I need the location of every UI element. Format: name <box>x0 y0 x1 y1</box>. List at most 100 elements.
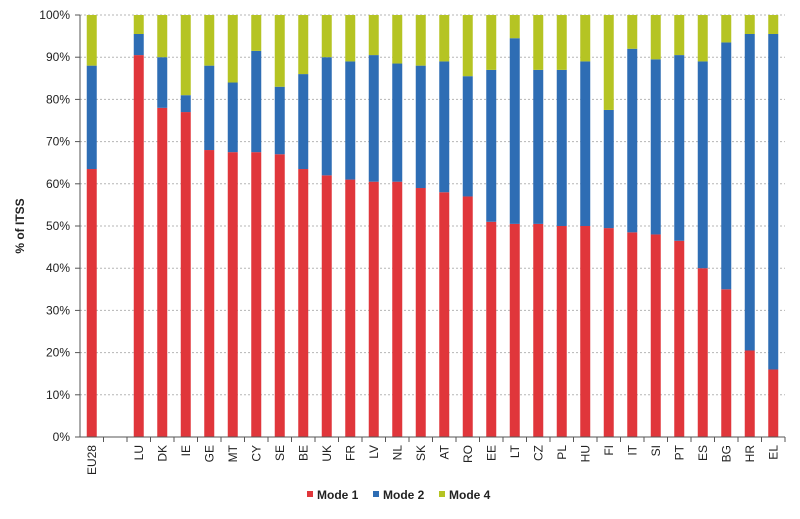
bar-mode-2-si <box>650 59 661 235</box>
x-tick-label: PL <box>555 445 569 460</box>
bar-mode-2-nl <box>392 63 403 182</box>
x-tick-label: HR <box>743 445 757 463</box>
x-tick-label: DK <box>155 445 169 462</box>
bar-mode-1-el <box>768 369 779 437</box>
bar-mode-2-sk <box>415 65 426 189</box>
bar-mode-1-es <box>697 268 708 437</box>
bar-mode-1-pl <box>556 226 567 437</box>
x-tick-label: MT <box>226 444 240 462</box>
x-tick-label: UK <box>320 445 334 462</box>
bar-mode-1-uk <box>321 175 332 438</box>
legend: Mode 1 Mode 2 Mode 4 <box>307 488 491 502</box>
bar-mode-1-lu <box>133 55 144 438</box>
bar-mode-1-sk <box>415 188 426 437</box>
bar-mode-4-uk <box>321 15 332 58</box>
x-tick-label: BE <box>296 445 310 461</box>
bar-mode-1-bg <box>721 289 732 437</box>
y-tick-label: 20% <box>46 346 70 360</box>
bar-mode-1-hu <box>580 226 591 437</box>
bar-mode-2-bg <box>721 42 732 290</box>
bar-mode-1-be <box>298 169 309 437</box>
bar-mode-2-uk <box>321 57 332 176</box>
bar-mode-1-fr <box>345 179 356 437</box>
bar-mode-1-lv <box>368 181 379 437</box>
bar-mode-2-at <box>439 61 450 193</box>
bar-mode-4-bg <box>721 15 732 43</box>
bar-mode-4-hu <box>580 15 591 62</box>
bar-mode-2-be <box>298 74 309 170</box>
y-tick-label: 40% <box>46 261 70 275</box>
bar-mode-4-be <box>298 15 309 75</box>
bar-mode-2-dk <box>157 57 168 108</box>
bar-mode-2-lv <box>368 55 379 182</box>
legend-swatch-mode-4 <box>439 491 445 497</box>
bar-mode-2-it <box>627 48 638 233</box>
legend-label-mode-2: Mode 2 <box>383 488 425 502</box>
bar-mode-4-ro <box>462 15 473 77</box>
bar-mode-2-lt <box>509 38 520 224</box>
bars <box>86 15 779 438</box>
bar-mode-1-hr <box>744 350 755 437</box>
bar-mode-4-mt <box>227 15 238 83</box>
x-tick-label: LV <box>367 445 381 459</box>
x-tick-label: LU <box>132 445 146 460</box>
bar-mode-1-cz <box>533 223 544 437</box>
x-tick-label: ES <box>696 445 710 461</box>
bar-mode-2-mt <box>227 82 238 153</box>
gridlines <box>80 14 785 396</box>
bar-mode-2-cy <box>251 50 262 153</box>
bar-mode-1-pt <box>674 240 685 437</box>
legend-swatch-mode-2 <box>373 491 379 497</box>
x-tick-label: BG <box>719 445 733 462</box>
y-tick-label: 50% <box>46 219 70 233</box>
bar-mode-1-it <box>627 232 638 437</box>
x-tick-label: FI <box>602 445 616 456</box>
y-tick-label: 100% <box>39 8 70 22</box>
bar-mode-4-lu <box>133 15 144 34</box>
x-tick-label: SK <box>414 445 428 461</box>
bar-mode-2-ee <box>486 69 497 222</box>
bar-mode-2-lu <box>133 33 144 56</box>
bar-mode-4-it <box>627 15 638 49</box>
bar-mode-2-eu28 <box>86 65 97 170</box>
bar-mode-1-ie <box>180 112 191 437</box>
bar-mode-2-fi <box>603 109 614 229</box>
x-tick-label: GE <box>202 445 216 462</box>
bar-mode-1-si <box>650 234 661 437</box>
x-tick-label: EU28 <box>85 445 99 475</box>
bar-mode-1-dk <box>157 107 168 437</box>
bar-mode-1-ge <box>204 150 215 438</box>
bar-mode-2-pt <box>674 55 685 241</box>
bar-mode-4-si <box>650 15 661 60</box>
bar-mode-4-lv <box>368 15 379 56</box>
x-tick-label: NL <box>390 445 404 461</box>
bar-mode-2-ie <box>180 95 191 113</box>
x-tick-label: EL <box>766 445 780 460</box>
bar-mode-2-cz <box>533 69 544 224</box>
x-tick-label: SI <box>649 445 663 456</box>
y-tick-label: 70% <box>46 135 70 149</box>
bar-mode-4-fi <box>603 15 614 110</box>
bar-mode-1-fi <box>603 228 614 437</box>
y-tick-label: 30% <box>46 303 70 317</box>
bar-mode-1-mt <box>227 152 238 437</box>
bar-mode-4-at <box>439 15 450 62</box>
x-tick-label: SE <box>273 445 287 461</box>
x-tick-label: CY <box>249 445 263 462</box>
bar-mode-1-ee <box>486 221 497 437</box>
bar-mode-4-es <box>697 15 708 62</box>
bar-mode-1-nl <box>392 181 403 437</box>
bar-mode-1-lt <box>509 223 520 437</box>
x-tick-labels: EU28 LU DK IE GE MT CY SE BE UK FR LV NL SK AT RO EE LT CZ… <box>85 444 781 475</box>
bar-mode-2-hu <box>580 61 591 226</box>
bar-mode-4-dk <box>157 15 168 58</box>
bar-mode-4-lt <box>509 15 520 39</box>
bar-mode-4-pt <box>674 15 685 56</box>
bar-mode-4-fr <box>345 15 356 62</box>
bar-mode-2-es <box>697 61 708 269</box>
y-tick-labels: 0% 10% 20% 30% 40% 50% 60% 70% 80% 90% 100% <box>39 8 80 444</box>
bar-mode-4-cz <box>533 15 544 70</box>
bar-mode-2-el <box>768 33 779 370</box>
x-tick-label: RO <box>461 445 475 463</box>
